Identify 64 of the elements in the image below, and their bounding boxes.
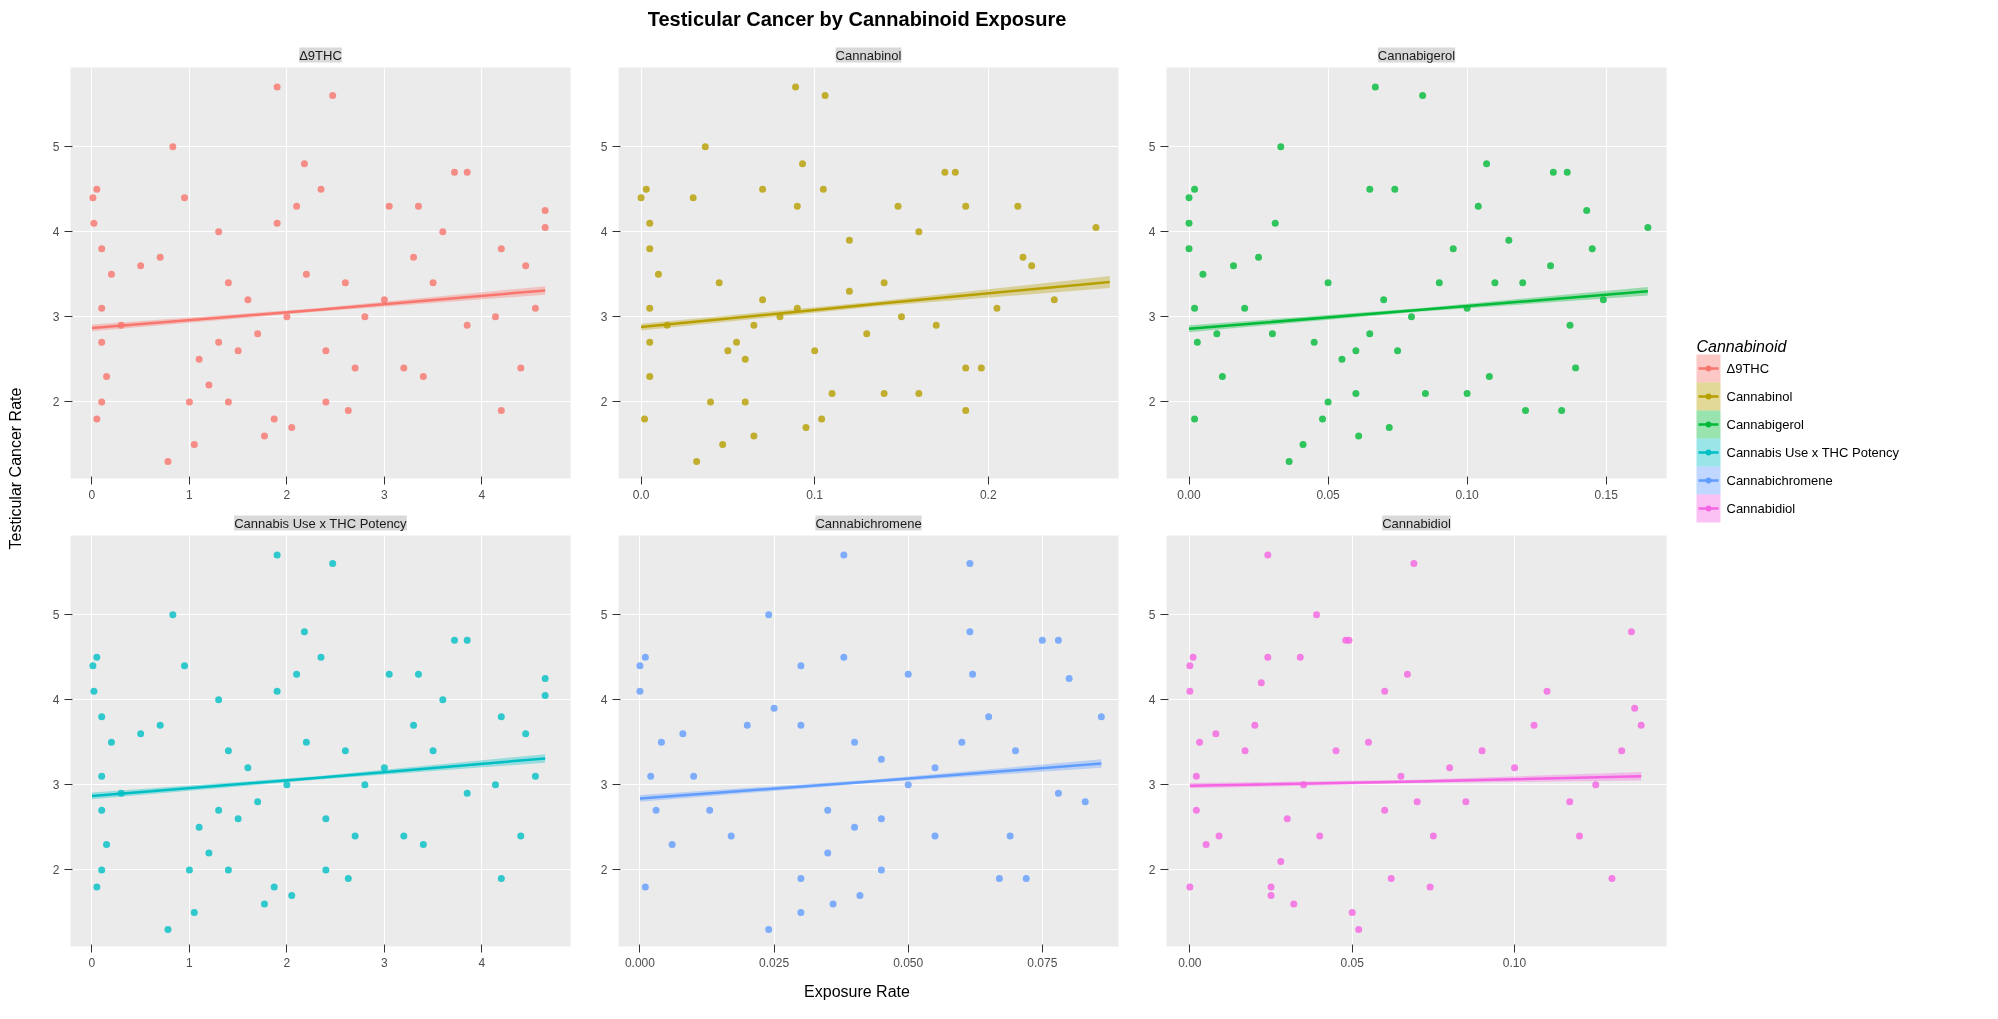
chart-subtitle: Cannabinol	[835, 47, 902, 63]
x-tick-label: 0.00	[1177, 487, 1202, 502]
y-tick-label: 2	[1148, 395, 1156, 410]
x-tick-label: 0	[88, 487, 96, 502]
x-tick-label: 2	[283, 955, 291, 970]
y-tick-label: 4	[600, 225, 608, 240]
y-tick-label: 3	[600, 310, 608, 325]
chart-subtitle: Cannabigerol	[1377, 47, 1456, 63]
legend-label: Cannabigerol	[1726, 417, 1804, 432]
y-tick-label: 3	[52, 778, 60, 793]
x-tick-label: 0.10	[1502, 955, 1527, 970]
chart-subtitle: Δ9THC	[299, 47, 342, 63]
y-tick-label: 4	[1148, 225, 1156, 240]
x-tick-label: 0.2	[979, 487, 997, 502]
legend-label: Cannabichromene	[1726, 473, 1833, 488]
x-tick-label: 0.0	[632, 487, 650, 502]
x-tick-label: 0.05	[1340, 955, 1365, 970]
chart-subtitle: Cannabichromene	[815, 515, 922, 531]
x-tick-label: 0.00	[1178, 955, 1202, 970]
x-tick-label: 0.1	[806, 487, 824, 502]
y-tick-label: 5	[52, 140, 60, 155]
x-tick-label: 4	[478, 955, 486, 970]
y-tick-label: 4	[52, 693, 60, 708]
chart-subtitle: Cannabidiol	[1382, 515, 1451, 531]
y-tick-label: 2	[1148, 863, 1156, 878]
chart-subtitle: Cannabis Use x THC Potency	[234, 515, 408, 531]
y-tick-label: 3	[1148, 778, 1156, 793]
x-tick-label: 1	[186, 487, 194, 502]
x-tick-label: 0.000	[624, 955, 656, 970]
y-tick-label: 4	[600, 693, 608, 708]
x-tick-label: 2	[283, 487, 291, 502]
x-tick-label: 0.05	[1316, 487, 1341, 502]
y-tick-label: 2	[52, 863, 60, 878]
x-tick-label: 1	[186, 955, 194, 970]
y-tick-label: 4	[52, 225, 60, 240]
x-tick-label: 0.10	[1455, 487, 1480, 502]
x-tick-label: 0.050	[893, 955, 924, 970]
y-tick-label: 3	[600, 778, 608, 793]
legend-label: Cannabidiol	[1726, 501, 1796, 516]
x-tick-label: 0.025	[759, 955, 790, 970]
y-axis-title: Testicular Cancer Rate	[7, 387, 24, 550]
x-tick-label: 0	[88, 955, 96, 970]
x-tick-label: 3	[381, 955, 388, 970]
y-tick-label: 5	[600, 608, 608, 623]
legend-label: Δ9THC	[1726, 361, 1770, 376]
y-tick-label: 5	[1148, 608, 1156, 623]
x-axis-title: Exposure Rate	[804, 982, 910, 1002]
legend-label: Cannabinol	[1726, 389, 1793, 404]
x-tick-label: 3	[381, 487, 388, 502]
y-tick-label: 3	[1148, 310, 1156, 325]
text: Testicular Cancer by Cannabinoid Exposure	[647, 7, 1067, 32]
legend-title: Cannabinoid	[1696, 337, 1788, 355]
y-tick-label: 2	[600, 395, 608, 410]
legend-label: Cannabis Use x THC Potency	[1726, 445, 1900, 460]
y-tick-label: 2	[600, 863, 608, 878]
y-tick-label: 3	[52, 310, 60, 325]
y-tick-label: 2	[52, 395, 60, 410]
y-tick-label: 4	[1148, 693, 1156, 708]
x-tick-label: 4	[478, 487, 486, 502]
x-tick-label: 0.15	[1594, 487, 1619, 502]
x-tick-label: 0.075	[1027, 955, 1058, 970]
y-tick-label: 5	[600, 140, 608, 155]
y-tick-label: 5	[1148, 140, 1156, 155]
y-tick-label: 5	[52, 608, 60, 623]
